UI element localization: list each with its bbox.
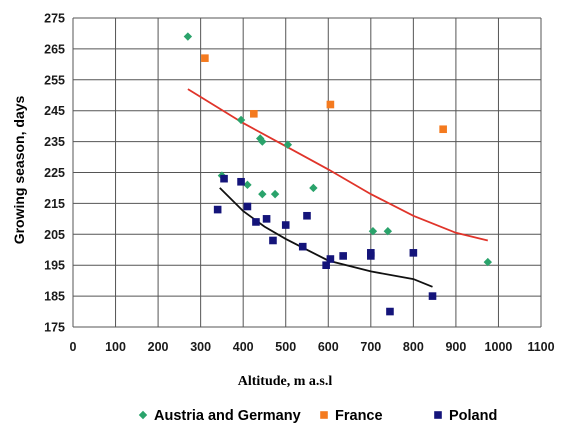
data-point [428, 292, 437, 300]
x-tick-label: 300 [190, 340, 211, 354]
trend-line [187, 88, 489, 242]
grid-lines [72, 17, 542, 328]
y-tick-label: 215 [44, 197, 65, 211]
data-point [298, 242, 307, 251]
y-tick-label: 185 [44, 290, 65, 304]
data-point [201, 54, 209, 62]
data-point [303, 211, 311, 220]
y-tick-label: 275 [44, 12, 65, 26]
trend-lines [187, 88, 489, 288]
legend-marker [320, 411, 328, 419]
legend: Austria and Germany France Poland [138, 408, 497, 424]
legend-label: France [335, 408, 383, 424]
trend-line [219, 187, 433, 288]
legend-label: Austria and Germany [154, 408, 301, 424]
data-point [483, 257, 493, 267]
data-point [270, 189, 280, 199]
data-point [258, 189, 267, 199]
legend-marker [434, 411, 442, 419]
x-tick-label: 100 [105, 340, 126, 354]
x-tick-label: 700 [360, 340, 381, 354]
y-tick-label: 175 [44, 321, 65, 335]
data-point [269, 236, 277, 245]
data-point [236, 115, 246, 125]
x-tick-label: 200 [148, 340, 169, 354]
data-point [322, 261, 330, 269]
data-point [283, 140, 293, 149]
data-point [339, 252, 347, 260]
y-tick-label: 205 [44, 228, 65, 242]
data-point [237, 177, 245, 186]
x-tick-label: 500 [275, 340, 296, 354]
legend-marker [138, 410, 148, 420]
x-tick-label: 0 [70, 340, 77, 354]
y-tick-label: 255 [44, 73, 65, 87]
x-tick-label: 1000 [485, 340, 513, 354]
y-axis-label: Growing season, days [11, 95, 27, 244]
data-point [183, 32, 193, 41]
data-point [409, 249, 418, 257]
data-point [309, 183, 318, 193]
y-tick-label: 235 [44, 135, 65, 149]
data-point [250, 109, 258, 118]
x-tick-label: 400 [233, 340, 254, 354]
data-point [258, 137, 267, 146]
data-point [252, 218, 260, 226]
x-tick-label: 800 [403, 340, 424, 354]
data-point [367, 252, 375, 260]
x-axis-label: Altitude, m a.s.l [238, 374, 333, 389]
data-point [326, 100, 335, 109]
data-point [439, 125, 447, 134]
legend-label: Poland [449, 408, 497, 424]
data-point [243, 202, 252, 211]
y-tick-label: 245 [44, 104, 65, 118]
data-points [183, 32, 493, 316]
x-axis-ticks: 0 100 200 300 400 500 600 700 800 900 1000 1100 [70, 340, 555, 354]
x-tick-label: 1100 [527, 340, 554, 354]
data-point [243, 180, 252, 190]
x-tick-label: 900 [445, 340, 466, 354]
y-tick-label: 195 [44, 259, 65, 273]
x-tick-label: 600 [318, 340, 339, 354]
data-point [368, 227, 378, 236]
data-point [262, 215, 271, 223]
y-tick-label: 265 [44, 42, 65, 56]
y-tick-label: 225 [44, 166, 65, 180]
data-point [213, 205, 222, 214]
data-point [281, 221, 290, 229]
y-axis-ticks: 175 185 195 205 215 225 235 245 255 265 275 [44, 12, 65, 335]
data-point [326, 255, 335, 263]
data-point [386, 307, 394, 316]
data-point [383, 227, 393, 236]
data-point [220, 174, 228, 183]
